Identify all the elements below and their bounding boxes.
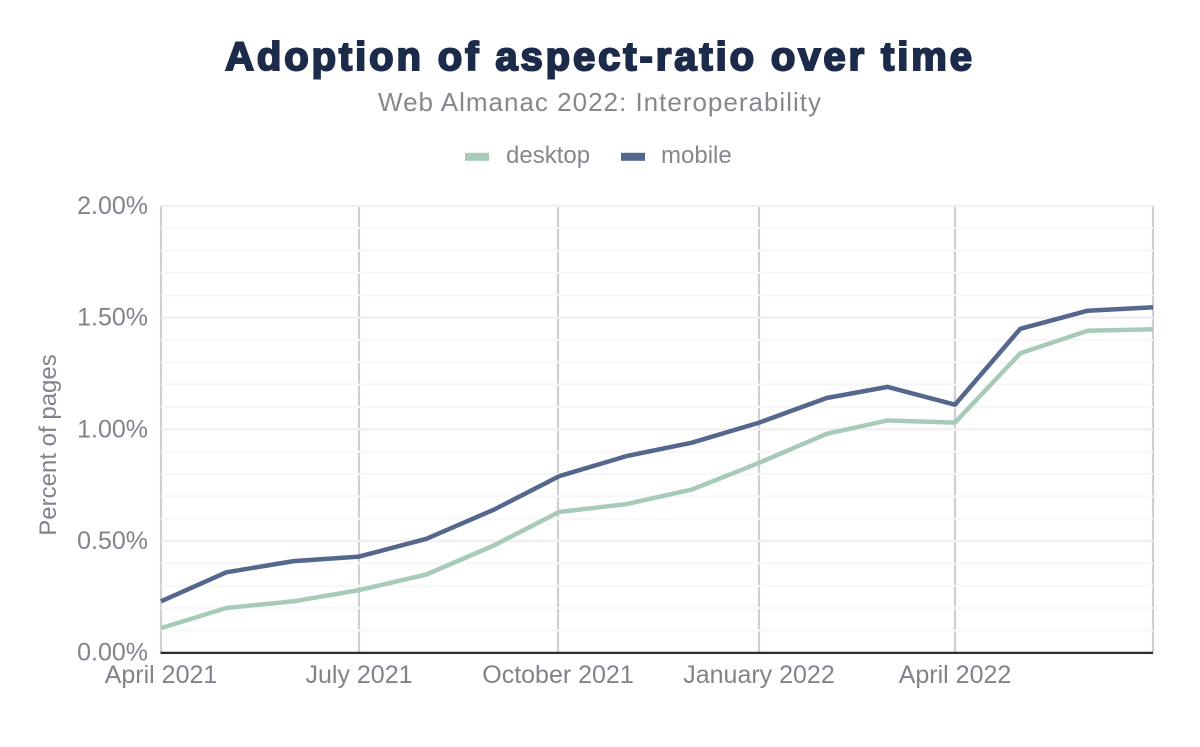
svg-text:1.00%: 1.00% <box>77 415 148 443</box>
svg-text:October 2021: October 2021 <box>482 661 634 689</box>
svg-text:2.00%: 2.00% <box>77 192 148 220</box>
svg-text:0.50%: 0.50% <box>77 527 148 555</box>
svg-text:Web Almanac 2022: Interoperabi: Web Almanac 2022: Interoperability <box>378 87 822 117</box>
svg-text:0.00%: 0.00% <box>77 639 148 667</box>
svg-text:April 2022: April 2022 <box>899 661 1012 689</box>
svg-text:mobile: mobile <box>661 142 732 169</box>
svg-text:desktop: desktop <box>506 142 590 169</box>
svg-text:January 2022: January 2022 <box>683 661 835 689</box>
svg-text:1.50%: 1.50% <box>77 304 148 332</box>
svg-text:Adoption of aspect-ratio over: Adoption of aspect-ratio over time <box>225 35 975 79</box>
svg-text:July 2021: July 2021 <box>305 661 412 689</box>
svg-text:April 2021: April 2021 <box>105 661 218 689</box>
svg-text:Percent of pages: Percent of pages <box>35 354 62 535</box>
